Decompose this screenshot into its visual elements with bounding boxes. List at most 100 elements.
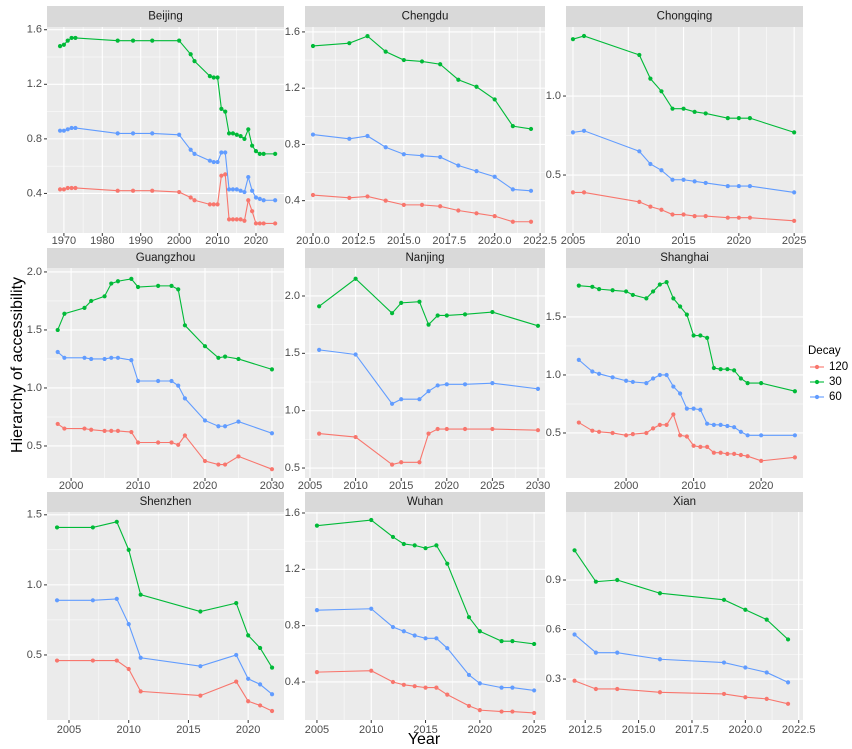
series-line	[312, 35, 532, 130]
data-point	[177, 189, 182, 195]
data-point	[671, 384, 676, 389]
data-point	[423, 685, 428, 690]
data-point	[444, 313, 449, 318]
data-point	[703, 213, 708, 219]
data-point	[510, 124, 515, 129]
data-point	[401, 57, 406, 63]
series-line	[57, 521, 273, 668]
y-tick-label: 0.9	[546, 574, 561, 586]
data-point	[510, 685, 515, 690]
data-point	[401, 682, 406, 687]
data-point	[444, 426, 449, 432]
panel: Chengdu 0.4 0.8 1.2 1.6 2010.0 2012.5 2015.0 201…	[285, 6, 557, 247]
strip	[566, 248, 803, 268]
y-tick-label: 0.3	[546, 673, 561, 685]
x-tick-label: 2010	[343, 480, 367, 492]
data-point	[610, 375, 615, 380]
data-point	[532, 710, 537, 716]
data-point	[383, 49, 388, 54]
data-point	[55, 327, 60, 333]
data-point	[792, 389, 797, 394]
data-point	[792, 433, 797, 438]
data-point	[188, 147, 193, 152]
data-point	[764, 696, 769, 701]
data-point	[725, 215, 730, 220]
strip-title: Chongqing	[657, 11, 713, 23]
x-tick-label: 2005	[298, 480, 322, 492]
data-point	[399, 460, 404, 465]
data-point	[401, 202, 406, 207]
y-tick-label: 0.4	[285, 195, 300, 207]
data-point	[570, 130, 576, 135]
data-point	[236, 454, 241, 459]
data-point	[150, 188, 155, 193]
data-point	[236, 356, 241, 362]
data-point	[156, 378, 161, 384]
data-point	[82, 426, 87, 431]
data-point	[177, 132, 182, 137]
data-point	[269, 467, 275, 472]
data-point	[434, 636, 439, 641]
data-point	[399, 300, 404, 305]
data-point	[401, 629, 406, 634]
data-point	[610, 288, 615, 293]
x-tick-label: 2010	[616, 235, 640, 247]
data-point	[188, 52, 193, 57]
x-tick-label: 2010.0	[296, 235, 330, 247]
series-line	[57, 598, 273, 695]
data-point	[492, 97, 497, 102]
data-point	[90, 658, 95, 663]
data-point	[65, 185, 70, 191]
data-point	[156, 283, 161, 288]
data-point	[630, 432, 635, 437]
data-point	[207, 158, 212, 163]
data-point	[705, 335, 710, 340]
data-point	[651, 289, 656, 294]
x-tick-label: 2005	[561, 235, 585, 247]
data-point	[684, 312, 689, 317]
panel-background	[47, 27, 284, 233]
x-tick-label: 2030	[260, 480, 284, 492]
y-tick-label: 1.6	[285, 26, 300, 38]
x-tick-label: 2020	[236, 724, 260, 736]
x-tick-label: 2000	[167, 235, 191, 247]
data-point	[426, 431, 431, 436]
data-point	[369, 606, 374, 611]
data-point	[222, 424, 228, 429]
data-point	[317, 431, 322, 436]
data-point	[89, 356, 94, 362]
data-point	[250, 188, 255, 193]
y-tick-label: 0.5	[285, 462, 300, 474]
y-tick-label: 2.0	[285, 290, 300, 302]
data-point	[736, 116, 741, 121]
data-point	[637, 149, 642, 154]
data-point	[419, 59, 425, 64]
data-point	[490, 381, 495, 386]
x-tick-label: 2005	[305, 724, 329, 736]
x-tick-label: 2017.5	[675, 724, 709, 736]
data-point	[273, 151, 278, 156]
data-point	[426, 389, 431, 394]
strip-title: Nanjing	[406, 252, 445, 264]
data-point	[743, 607, 748, 612]
data-point	[671, 412, 676, 417]
x-tick-label: 2020	[435, 480, 459, 492]
strip	[566, 6, 803, 27]
y-tick-label: 0.5	[27, 649, 42, 661]
data-point	[596, 371, 602, 376]
data-point	[109, 428, 114, 433]
data-point	[65, 38, 70, 43]
data-point	[576, 357, 581, 362]
data-point	[664, 280, 669, 285]
data-point	[130, 188, 136, 193]
data-point	[725, 116, 730, 121]
x-tick-label: 2015	[389, 480, 413, 492]
data-point	[691, 443, 696, 448]
data-point	[747, 183, 753, 189]
data-point	[691, 333, 696, 338]
data-point	[130, 131, 136, 136]
data-point	[169, 378, 174, 384]
data-point	[246, 633, 251, 638]
data-point	[445, 692, 450, 697]
data-point	[721, 660, 727, 665]
